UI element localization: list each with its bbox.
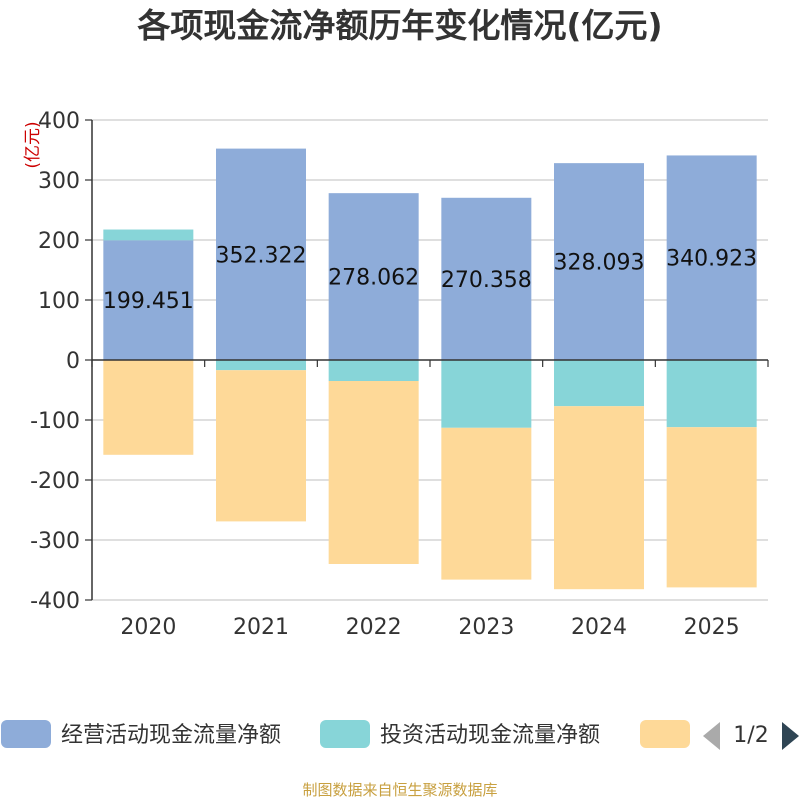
x-tick-label-2025: 2025 [684,615,740,640]
data-label-2024: 328.093 [554,251,645,276]
y-tick-label: 0 [66,349,80,374]
bar-2020-series-3 [103,360,194,455]
bar-2021-series-2 [216,360,306,371]
bar-2024-series-1 [554,163,644,360]
bar-2022-series-2 [328,360,419,381]
y-tick-label: 300 [38,169,80,194]
data-label-2020: 199.451 [103,289,194,314]
bars [103,148,757,590]
axes: 400 300 200 100 0 -100 -200 -300 -400 2020 2021 202… [30,109,769,640]
y-tick-label: -100 [30,409,80,434]
legend-label-1[interactable]: 经营活动现金流量净额 [61,723,281,748]
bar-2024-series-2 [554,360,644,407]
y-tick-label: -300 [30,529,80,554]
legend-next-arrow-icon[interactable] [782,722,799,750]
x-tick-label-2023: 2023 [458,615,514,640]
bar-2023-series-3 [441,427,532,580]
y-tick-label: 200 [38,229,80,254]
bar-2023-series-2 [441,360,532,428]
data-label-2021: 352.322 [216,243,307,268]
gridlines [92,119,768,601]
bar-2025-series-1 [666,155,757,360]
chart-title: 各项现金流净额历年变化情况(亿元) [136,6,662,45]
y-axis-unit-label: (亿元) [23,121,43,168]
y-tick-label: 400 [38,109,80,134]
legend-swatch-2[interactable] [320,720,370,748]
legend-page-indicator: 1/2 [733,723,768,748]
legend-label-2[interactable]: 投资活动现金流量净额 [380,723,600,748]
y-tick-label: -400 [30,589,80,614]
bar-2020-series-1 [103,240,194,360]
legend-prev-arrow-icon[interactable] [703,722,720,750]
bar-2020-series-2 [103,229,194,241]
y-tick-label: -200 [30,469,80,494]
source-note: 制图数据来自恒生聚源数据库 [302,781,497,799]
legend-swatch-3[interactable] [640,720,690,748]
bar-2025-series-3 [666,427,757,588]
x-tick-label-2021: 2021 [233,615,289,640]
data-label-2023: 270.358 [441,268,532,293]
data-label-2022: 278.062 [328,266,419,291]
y-tick-label: 100 [38,289,80,314]
data-label-2025: 340.923 [666,247,757,272]
legend: 经营活动现金流量净额 投资活动现金流量净额 1/2 [1,720,799,750]
bar-2022-series-3 [328,381,419,564]
x-tick-label-2022: 2022 [346,615,402,640]
legend-swatch-1[interactable] [1,720,51,748]
x-tick-label-2024: 2024 [571,615,627,640]
bar-2022-series-1 [328,193,419,360]
bar-2023-series-1 [441,197,532,360]
bar-2025-series-2 [666,360,757,428]
bar-2021-series-1 [216,148,306,360]
bar-2024-series-3 [554,406,644,590]
data-labels: 199.451 352.322 278.062 270.358 328.093 340.9… [103,243,757,314]
bar-2021-series-3 [216,370,306,522]
x-tick-label-2020: 2020 [120,615,176,640]
